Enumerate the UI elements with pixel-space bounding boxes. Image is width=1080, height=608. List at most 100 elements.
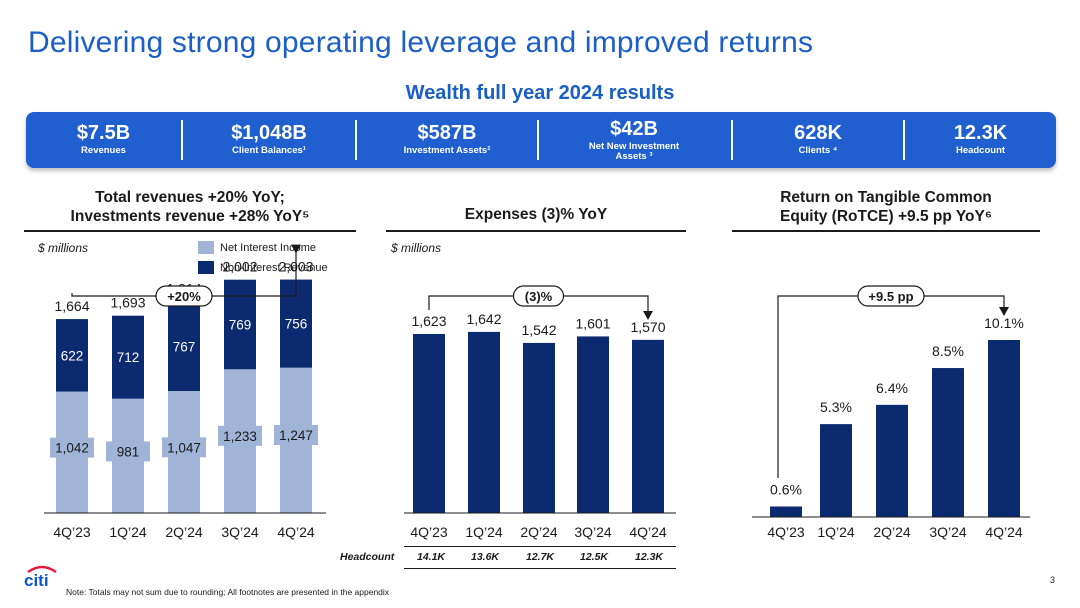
bar-rotce	[988, 340, 1020, 517]
bar-rotce	[770, 506, 802, 517]
nir-value-label: 712	[117, 350, 140, 365]
x-tick-label: 3Q’24	[929, 524, 967, 540]
kpi-client-balances: $1,048B Client Balances¹	[183, 112, 355, 168]
kpi-divider	[903, 120, 905, 160]
kpi-value: 12.3K	[953, 122, 1008, 144]
x-tick-label: 2Q’24	[873, 524, 911, 540]
rotce-value-label: 5.3%	[820, 399, 852, 415]
bar-expenses	[523, 342, 555, 513]
x-tick-label: 4Q’24	[277, 524, 315, 540]
page-number: 3	[1050, 575, 1056, 585]
kpi-label: Clients ⁴	[798, 145, 838, 156]
x-tick-label: 3Q’24	[221, 524, 259, 540]
bar-expenses	[632, 339, 664, 513]
bar-non-interest-revenue	[56, 319, 88, 392]
bar-non-interest-revenue	[224, 279, 256, 370]
x-tick-label: 4Q’23	[410, 524, 448, 540]
nii-label-box	[218, 425, 262, 446]
nir-value-label: 769	[229, 317, 252, 332]
nir-value-label: 767	[173, 339, 196, 354]
expenses-unit-label: $ millions	[391, 241, 442, 255]
nii-label-box	[106, 441, 150, 462]
legend-swatch-light	[198, 241, 214, 254]
kpi-divider	[181, 120, 183, 160]
annotation-label: +20%	[167, 289, 201, 304]
total-value-label: 1,693	[110, 295, 145, 311]
kpi-value: $1,048B	[231, 122, 307, 144]
x-tick-label: 3Q’24	[574, 524, 612, 540]
x-tick-label: 4Q’23	[53, 524, 91, 540]
expense-value-label: 1,570	[630, 319, 665, 335]
kpi-bar: $7.5B Revenues $1,048B Client Balances¹ …	[26, 112, 1056, 168]
bar-expenses	[468, 331, 500, 513]
kpi-value: $587B	[417, 122, 477, 144]
nir-value-label: 622	[61, 348, 84, 363]
headcount-label: Headcount	[340, 551, 395, 563]
x-tick-label: 1Q’24	[817, 524, 855, 540]
citi-logo: citi	[24, 565, 57, 588]
kpi-divider	[731, 120, 733, 160]
expense-value-label: 1,542	[521, 322, 556, 338]
kpi-revenues: $7.5B Revenues	[26, 112, 181, 168]
nii-label-box	[274, 424, 318, 445]
headcount-value: 12.7K	[525, 551, 555, 563]
annotation-label: +9.5 pp	[868, 289, 913, 304]
headcount-value: 12.3K	[634, 551, 664, 563]
bar-rotce	[932, 368, 964, 517]
kpi-divider	[355, 120, 357, 160]
headcount-rule-bottom	[404, 568, 676, 569]
kpi-headcount: 12.3K Headcount	[905, 112, 1056, 168]
total-value-label: 1,664	[54, 298, 89, 314]
rotce-title-line-2: Equity (RoTCE) +9.5 pp YoY⁶	[780, 208, 992, 225]
x-tick-label: 2Q’24	[520, 524, 558, 540]
revenue-title-line-1: Total revenues +20% YoY;	[95, 189, 285, 206]
x-tick-label: 1Q’24	[109, 524, 147, 540]
revenue-unit-label: $ millions	[38, 241, 89, 255]
total-value-label: 2,002	[222, 259, 257, 275]
page-subtitle: Wealth full year 2024 results	[405, 82, 675, 104]
kpi-clients: 628K Clients ⁴	[733, 112, 903, 168]
kpi-value: 628K	[794, 122, 842, 144]
expenses-title-rule	[386, 230, 686, 232]
bar-non-interest-revenue	[112, 315, 144, 399]
annotation-arrowhead	[999, 307, 1009, 316]
x-tick-label: 2Q’24	[165, 524, 203, 540]
logo-arc	[27, 565, 57, 573]
nii-value-label: 981	[117, 444, 140, 459]
x-tick-label: 1Q’24	[465, 524, 503, 540]
legend-label: Non-Interest Revenue	[220, 261, 328, 274]
legend-net-interest-income: Net Interest Income	[198, 241, 316, 254]
headcount-row: 14.1K 13.6K 12.7K 12.5K 12.3K	[404, 546, 676, 569]
bar-non-interest-revenue	[168, 301, 200, 391]
rotce-chart-title: Return on Tangible Common Equity (RoTCE)…	[732, 188, 1040, 226]
legend-non-interest-revenue: Non-Interest Revenue	[198, 261, 328, 274]
kpi-label: Headcount	[955, 145, 1006, 156]
page-title: Delivering strong operating leverage and…	[28, 26, 814, 59]
nir-value-label: 756	[285, 317, 308, 332]
bar-expenses	[413, 334, 445, 513]
annotation-pill	[155, 285, 213, 307]
footnote: Note: Totals may not sum due to rounding…	[66, 587, 390, 597]
legend-label: Net Interest Income	[220, 241, 316, 254]
kpi-label: Net New Investment Assets ³	[588, 141, 680, 162]
annotation-pill	[857, 285, 925, 307]
expense-value-label: 1,601	[575, 315, 610, 331]
x-tick-label: 4Q’23	[767, 524, 805, 540]
nii-value-label: 1,042	[55, 441, 89, 456]
kpi-value: $7.5B	[76, 122, 131, 144]
kpi-investment-assets: $587B Investment Assets²	[357, 112, 537, 168]
rotce-title-rule	[732, 230, 1040, 232]
nii-value-label: 1,233	[223, 429, 257, 444]
nii-label-box	[162, 437, 206, 458]
kpi-label: Investment Assets²	[403, 145, 491, 156]
rotce-title-line-1: Return on Tangible Common	[780, 189, 992, 206]
nii-value-label: 1,047	[167, 440, 201, 455]
kpi-label: Client Balances¹	[232, 145, 306, 156]
x-tick-label: 4Q’24	[629, 524, 667, 540]
logo-wordmark: citi	[24, 571, 49, 588]
kpi-label: Revenues	[81, 145, 126, 156]
bar-rotce	[820, 424, 852, 517]
headcount-value: 13.6K	[470, 551, 500, 563]
annotation-pill	[512, 285, 565, 307]
kpi-value: $42B	[610, 118, 658, 140]
